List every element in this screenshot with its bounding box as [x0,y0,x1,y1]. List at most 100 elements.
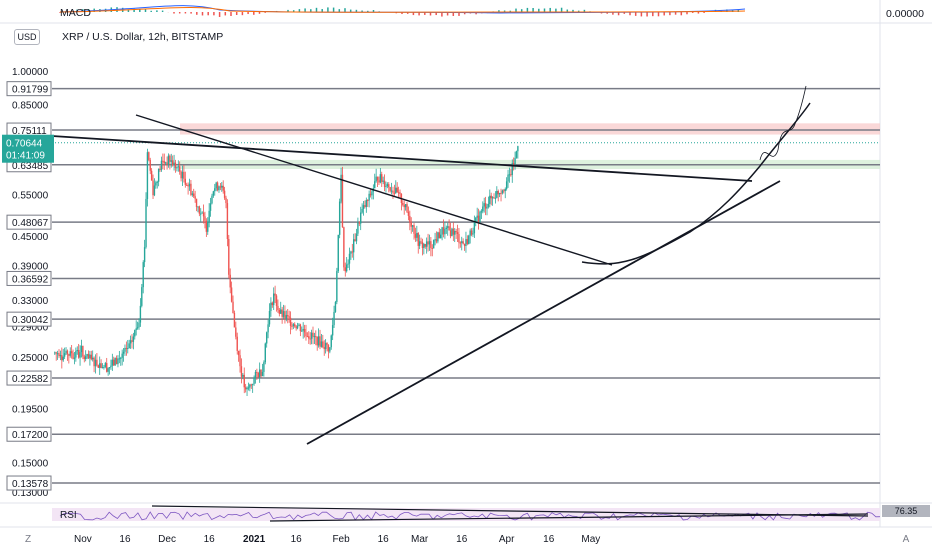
projected-path [759,85,807,161]
candle-body [260,369,262,377]
rsi-label: RSI [60,510,77,521]
candle-body [397,192,400,194]
candle-body [171,160,174,166]
candle-body [341,174,344,228]
y-tick-label: 0.55000 [12,190,49,201]
candle-body [451,228,453,237]
candle-body [344,267,346,272]
candle-body [340,174,342,202]
candle-body [54,352,56,354]
candle-body [183,171,185,179]
candle-body [82,345,84,357]
candle-body [381,174,383,182]
candle-body [330,335,332,348]
candle-body [263,362,265,372]
candle-body [281,309,283,317]
candle-body [237,350,240,356]
candle-body [235,327,237,337]
candle-body [510,174,512,176]
candle-body [473,222,476,234]
candle-body [143,247,146,263]
candle-body [374,181,376,189]
candle-body [421,242,424,248]
rsi-trendline-bottom [269,513,869,522]
candle-body [409,215,411,223]
candle-body [320,341,323,347]
candle-body [181,171,184,179]
candle-body [72,353,74,359]
candle-body [352,239,355,253]
candle-body [280,309,282,314]
candle-body [494,197,497,199]
candle-body [503,190,505,192]
candle-body [505,181,508,189]
candle-body [258,369,261,378]
candle-body [170,160,172,162]
candle-body [228,239,230,275]
candle-body [265,332,268,344]
candles [54,145,519,396]
a-icon: A [903,534,910,545]
descending-trendline [135,114,613,266]
candle-body [284,311,286,319]
candle-body [219,186,222,188]
y-tick-label: 0.19500 [12,404,49,415]
candle-body [355,233,358,242]
candle-body [317,336,320,346]
candle-body [249,384,251,388]
candle-body [136,327,139,329]
candle-body [256,371,258,373]
currency-button[interactable]: USD [14,29,40,45]
candle-body [61,355,63,361]
candle-body [214,188,216,192]
candle-body [302,328,304,331]
candle-body [202,212,205,217]
level-badge [6,426,52,442]
level-badge-label: 0.36592 [12,274,49,285]
candle-body [271,302,274,306]
candle-body [96,359,98,366]
candle-body [89,354,91,359]
candle-body [337,234,339,272]
candle-body [496,191,498,198]
candle-body [308,336,310,339]
candle-body [437,232,439,242]
candle-body [382,180,384,182]
candle-body [364,205,366,207]
candle-body [483,203,485,207]
macd-pane [59,5,746,17]
level-badge-label: 0.48067 [12,218,49,229]
candle-body [508,174,511,176]
candle-body [418,241,421,246]
candle-body [458,233,460,243]
candle-body [316,336,318,346]
candle-body [115,358,118,365]
candle-body [187,185,189,187]
candle-body [404,204,407,208]
candle-body [365,199,368,207]
macd-value: 0.00000 [886,8,924,20]
x-tick-label: 16 [119,534,131,545]
candle-body [469,230,471,236]
candle-body [278,310,281,314]
candle-body [94,359,97,367]
y-tick-label: 1.00000 [12,67,49,78]
candle-body [487,203,490,207]
candle-body [59,355,62,357]
candle-body [142,262,144,288]
candle-body [155,182,157,186]
candle-body [396,187,398,193]
candle-body [305,332,307,337]
candle-body [125,347,128,349]
candle-body [362,205,365,209]
candle-body [354,239,356,242]
y-tick-label: 0.45000 [12,232,49,243]
candle-body [110,365,112,368]
candle-body [129,340,132,344]
level-badge-label: 0.17200 [12,430,49,441]
candle-body [99,363,101,368]
candle-body [336,271,338,302]
candle-body [385,186,387,188]
